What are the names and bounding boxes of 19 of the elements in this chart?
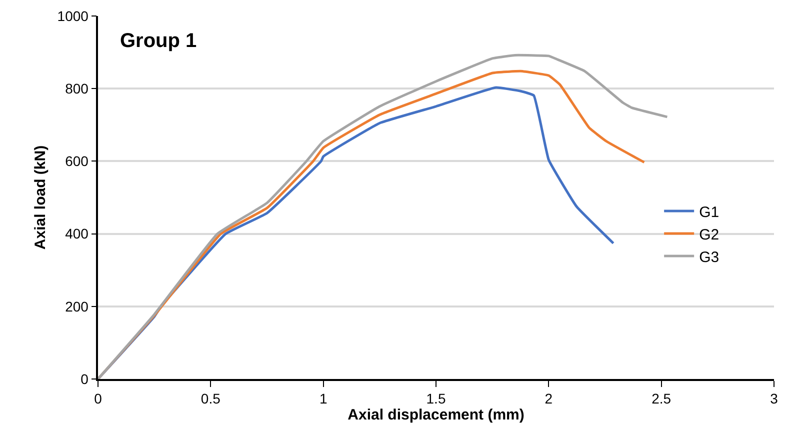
x-tick-label: 0 — [94, 390, 102, 407]
legend-label: G3 — [699, 248, 720, 266]
x-tick-label: 1 — [319, 390, 328, 407]
y-tick-label: 400 — [65, 226, 89, 242]
x-tick-label: 1.5 — [426, 390, 446, 407]
legend-label: G2 — [699, 226, 720, 244]
y-axis-title: Axial load (kN) — [32, 145, 50, 250]
y-tick-label: 600 — [65, 153, 89, 170]
y-tick-label: 0 — [80, 370, 89, 387]
x-axis-title: Axial displacement (mm) — [348, 406, 524, 424]
y-tick-label: 200 — [65, 298, 89, 314]
x-tick-label: 3 — [770, 390, 778, 407]
legend-label: G1 — [699, 204, 720, 221]
y-tick-label: 1000 — [57, 8, 89, 24]
x-tick-label: 0.5 — [200, 390, 221, 407]
annotation: Group 1 — [120, 30, 197, 52]
x-tick-label: 2 — [544, 390, 553, 407]
x-tick-label: 2.5 — [652, 390, 672, 407]
y-tick-label: 800 — [65, 80, 89, 96]
